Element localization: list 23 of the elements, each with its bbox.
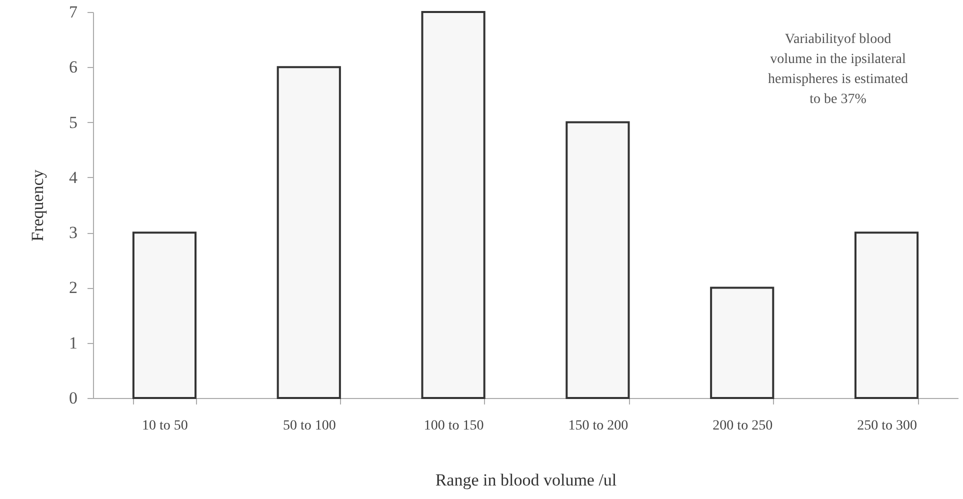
- x-tick-label: 250 to 300: [857, 418, 917, 434]
- bar: [710, 286, 774, 399]
- x-axis-title: Range in blood volume /ul: [435, 470, 617, 490]
- bar: [854, 232, 919, 399]
- bar: [421, 11, 486, 399]
- x-tick-label: 50 to 100: [282, 418, 336, 434]
- bar: [132, 232, 197, 399]
- bar: [276, 66, 341, 399]
- y-axis-title: Frequency: [28, 169, 47, 242]
- y-tick-label: 2: [69, 278, 78, 298]
- x-tick-label: 200 to 250: [712, 418, 773, 434]
- x-tick-label: 150 to 200: [568, 418, 628, 434]
- y-tick-label: 6: [69, 58, 78, 77]
- y-tick-label: 1: [69, 333, 78, 352]
- bar: [566, 121, 630, 399]
- annotation: Variabilityof blood volume in the ipsilateral hemispheres is estimated to be 37%: [768, 32, 908, 107]
- y-tick-label: 3: [69, 223, 78, 242]
- y-tick-label: 4: [69, 168, 78, 187]
- x-tick-label: 100 to 150: [424, 418, 484, 434]
- y-tick-label: 7: [69, 2, 78, 22]
- x-tick-label: 10 to 50: [142, 418, 188, 434]
- y-tick-label: 5: [69, 112, 78, 132]
- y-tick-label: 0: [69, 388, 78, 408]
